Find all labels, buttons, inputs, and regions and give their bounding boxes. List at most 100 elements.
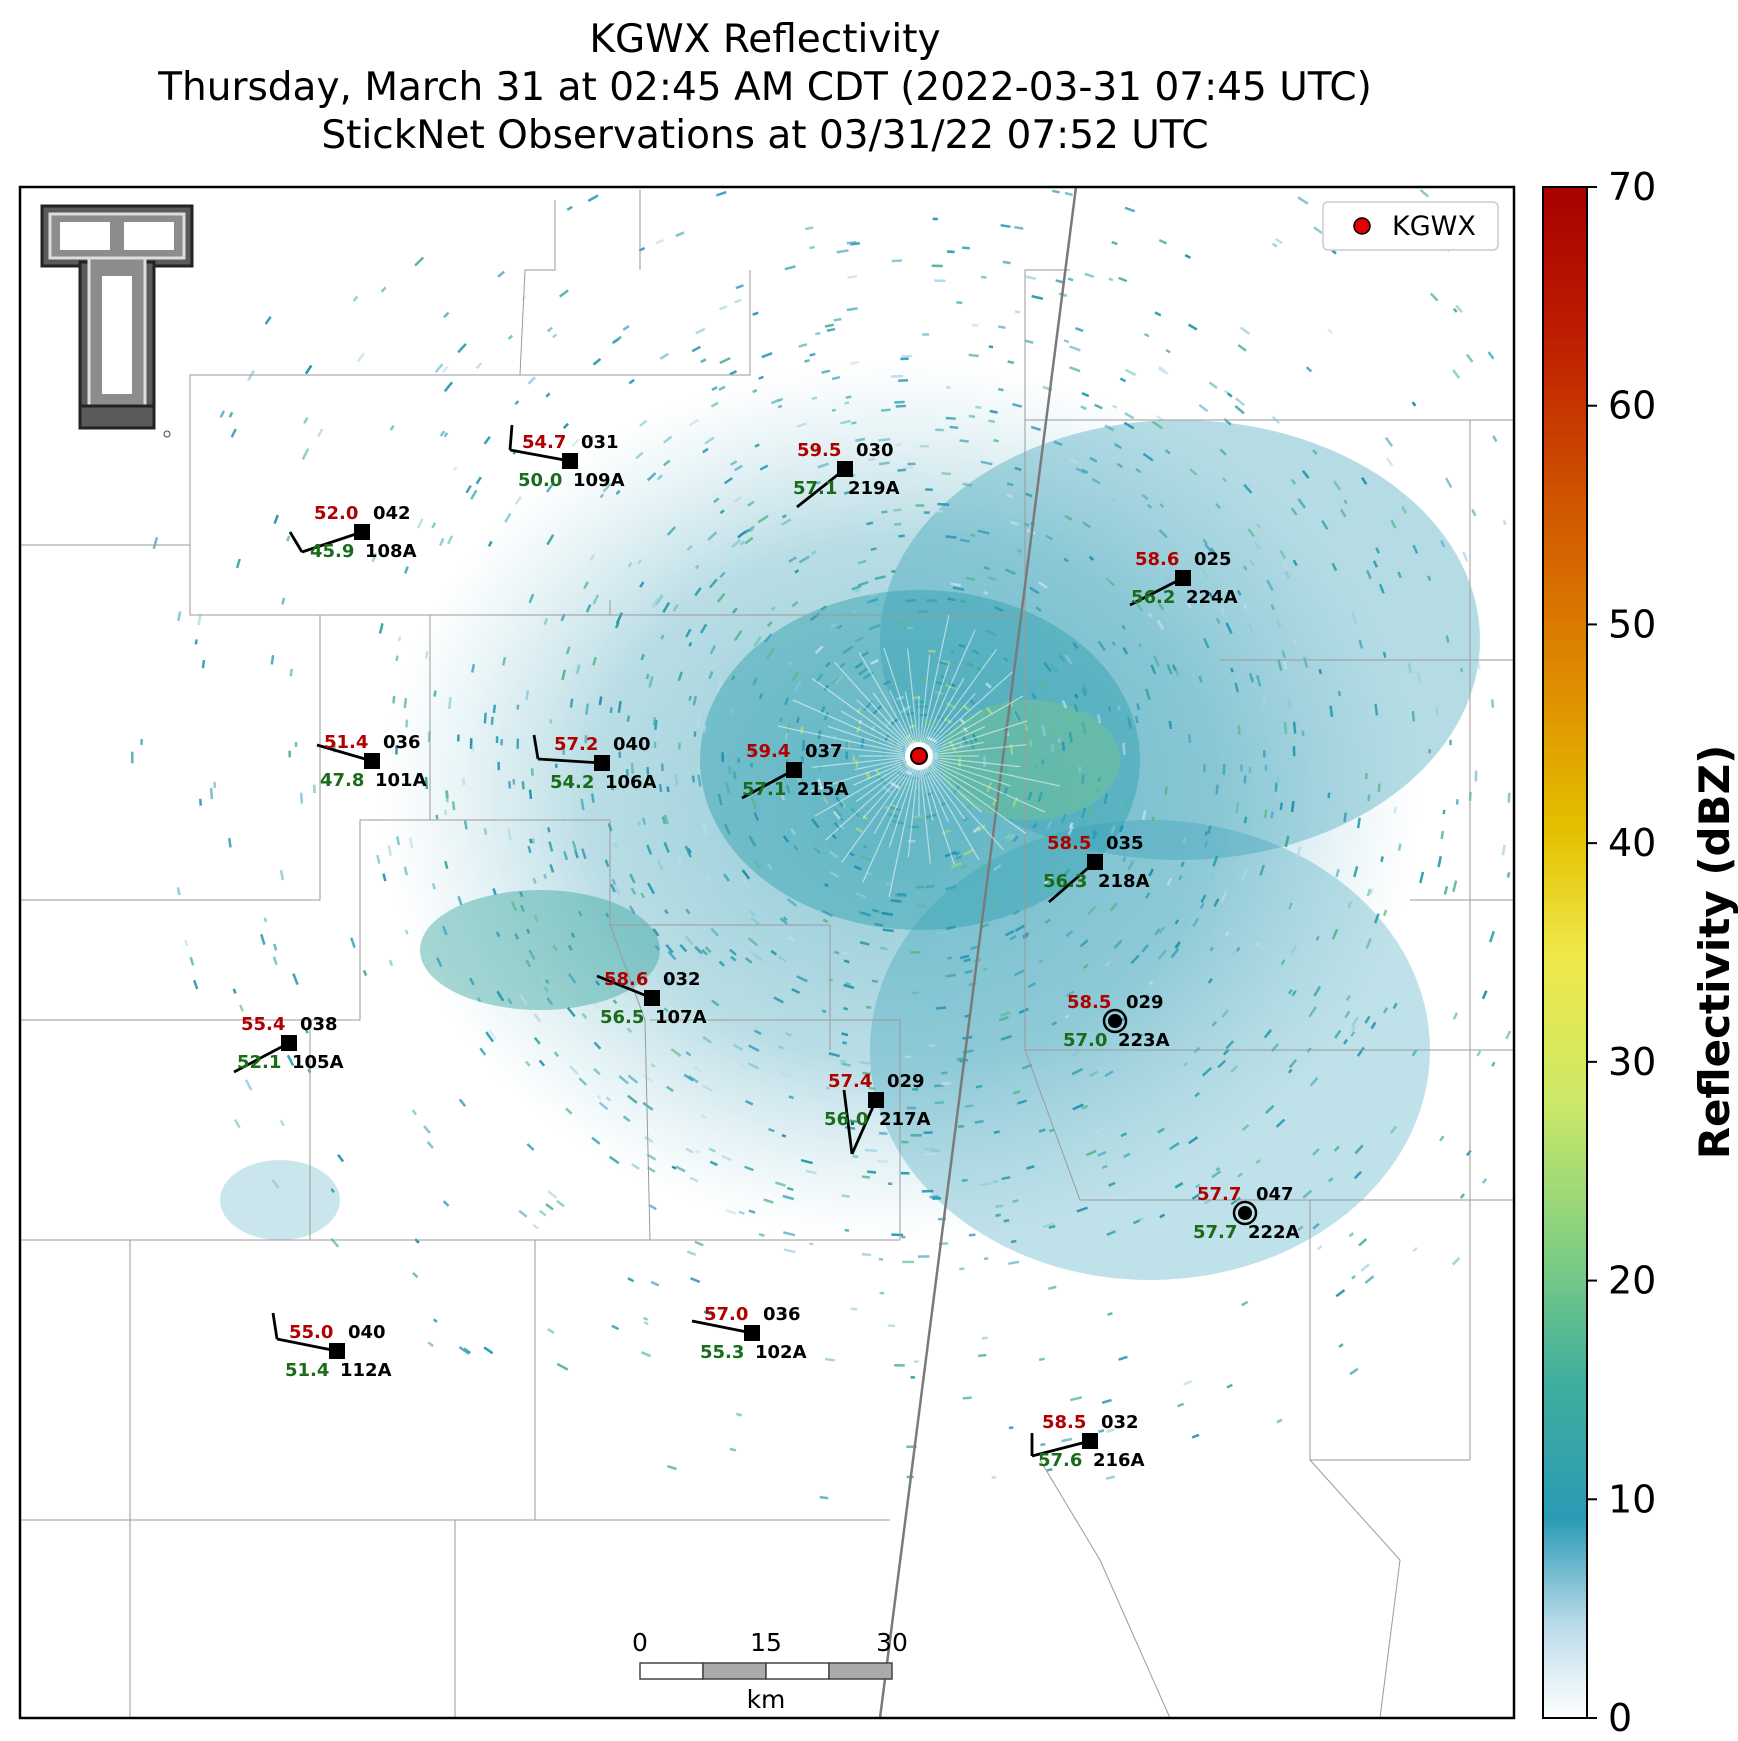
station-temperature: 57.7 bbox=[1197, 1184, 1241, 1205]
station-id: 105A bbox=[292, 1052, 344, 1073]
scale-bar: 0 15 30 km bbox=[632, 1628, 908, 1714]
wind-barb-flag bbox=[532, 734, 540, 760]
station-marker bbox=[364, 753, 380, 769]
station-dewpoint: 56.0 bbox=[824, 1109, 868, 1130]
station-marker bbox=[786, 762, 802, 778]
station-temperature: 51.4 bbox=[324, 732, 368, 753]
station-pressure: 037 bbox=[805, 741, 843, 762]
title-line-2: Thursday, March 31 at 02:45 AM CDT (2022… bbox=[158, 65, 1372, 110]
station-marker bbox=[562, 453, 578, 469]
station-temperature: 52.0 bbox=[314, 503, 358, 524]
station-pressure: 040 bbox=[348, 1322, 386, 1343]
station-temperature: 58.5 bbox=[1047, 833, 1091, 854]
station-marker bbox=[744, 1325, 760, 1341]
station-id: 216A bbox=[1093, 1450, 1145, 1471]
colorbar: 0 10 20 30 40 50 60 70 Reflectivity (dBZ) bbox=[1542, 165, 1738, 1740]
station-pressure: 038 bbox=[300, 1014, 338, 1035]
station-plot: 58.6 025 56.2 224A bbox=[1129, 549, 1238, 608]
station-marker bbox=[1087, 854, 1103, 870]
station-marker bbox=[594, 755, 610, 771]
station-marker bbox=[329, 1343, 345, 1359]
station-temperature: 57.2 bbox=[554, 734, 598, 755]
legend-marker-icon bbox=[1353, 217, 1371, 235]
colorbar-label: Reflectivity (dBZ) bbox=[1690, 745, 1738, 1160]
station-id: 107A bbox=[655, 1007, 707, 1028]
station-plot: 54.7 031 50.0 109A bbox=[508, 424, 625, 491]
colorbar-tick-label: 20 bbox=[1608, 1259, 1656, 1303]
station-plot: 57.0 036 55.3 102A bbox=[691, 1304, 807, 1363]
station-pressure: 042 bbox=[373, 503, 411, 524]
station-dewpoint: 56.3 bbox=[1043, 871, 1087, 892]
station-dewpoint: 57.0 bbox=[1063, 1030, 1107, 1051]
station-id: 222A bbox=[1248, 1222, 1300, 1243]
station-plot: 59.4 037 57.1 215A bbox=[741, 741, 849, 800]
station-plot: 59.5 030 57.1 219A bbox=[793, 440, 900, 509]
station-marker bbox=[1082, 1433, 1098, 1449]
wind-barb-shaft bbox=[596, 974, 653, 1000]
texas-tech-logo bbox=[40, 204, 194, 438]
station-marker bbox=[644, 990, 660, 1006]
station-marker bbox=[837, 461, 853, 477]
station-temperature: 59.5 bbox=[797, 440, 841, 461]
state-border-line bbox=[878, 187, 1078, 1718]
wind-barb-shaft bbox=[691, 1319, 753, 1335]
station-plot: 58.5 035 56.3 218A bbox=[1043, 833, 1150, 904]
station-id: 102A bbox=[755, 1342, 807, 1363]
station-dewpoint: 45.9 bbox=[310, 541, 354, 562]
station-id: 109A bbox=[573, 470, 625, 491]
station-dewpoint: 56.5 bbox=[600, 1007, 644, 1028]
station-pressure: 025 bbox=[1194, 549, 1232, 570]
station-plot: 57.2 040 54.2 106A bbox=[532, 734, 657, 793]
station-pressure: 029 bbox=[1126, 992, 1164, 1013]
station-dewpoint: 57.1 bbox=[742, 779, 786, 800]
station-marker bbox=[1108, 1014, 1122, 1028]
station-marker bbox=[1175, 570, 1191, 586]
station-plot: 58.5 032 57.6 216A bbox=[1030, 1412, 1145, 1471]
colorbar-tick-label: 10 bbox=[1608, 1477, 1656, 1521]
station-pressure: 047 bbox=[1256, 1184, 1294, 1205]
wind-barb-flag bbox=[508, 424, 514, 451]
station-plot: 57.4 029 56.0 217A bbox=[824, 1071, 931, 1155]
station-dewpoint: 55.3 bbox=[700, 1342, 744, 1363]
colorbar-tick-label: 30 bbox=[1608, 1040, 1656, 1084]
station-dewpoint: 51.4 bbox=[285, 1360, 329, 1381]
station-id: 224A bbox=[1186, 587, 1238, 608]
county-boundaries bbox=[20, 190, 1514, 1718]
station-plot: 55.0 040 51.4 112A bbox=[271, 1312, 392, 1381]
station-pressure: 030 bbox=[856, 440, 894, 461]
title-line-1: KGWX Reflectivity bbox=[589, 17, 941, 62]
station-dewpoint: 54.2 bbox=[550, 772, 594, 793]
scale-tick-30: 30 bbox=[876, 1628, 908, 1657]
station-id: 218A bbox=[1098, 871, 1150, 892]
station-pressure: 040 bbox=[613, 734, 651, 755]
scale-tick-0: 0 bbox=[632, 1628, 648, 1657]
station-plot: 58.6 032 56.5 107A bbox=[596, 969, 707, 1028]
colorbar-tick-label: 40 bbox=[1608, 821, 1656, 865]
station-pressure: 031 bbox=[581, 432, 619, 453]
wind-barb-shaft bbox=[537, 757, 603, 765]
station-dewpoint: 57.7 bbox=[1193, 1222, 1237, 1243]
station-pressure: 032 bbox=[1101, 1412, 1139, 1433]
radar-site-marker bbox=[905, 742, 933, 770]
scale-tick-15: 15 bbox=[750, 1628, 782, 1657]
colorbar-tick-label: 70 bbox=[1608, 165, 1656, 209]
station-plot: 57.7 047 57.7 222A bbox=[1193, 1184, 1300, 1243]
station-id: 108A bbox=[365, 541, 417, 562]
station-temperature: 58.5 bbox=[1067, 992, 1111, 1013]
station-marker bbox=[1238, 1206, 1252, 1220]
wind-barb-flag bbox=[271, 1312, 279, 1340]
scale-unit: km bbox=[747, 1685, 786, 1714]
station-pressure: 036 bbox=[383, 732, 421, 753]
station-temperature: 59.4 bbox=[746, 741, 790, 762]
station-id: 106A bbox=[605, 772, 657, 793]
wind-barb-shaft bbox=[509, 448, 571, 463]
sticknet-stations: 54.7 031 50.0 109A 59.5 030 57.1 219A 52.0 042 45.… bbox=[233, 424, 1300, 1471]
station-id: 215A bbox=[797, 779, 849, 800]
station-dewpoint: 56.2 bbox=[1131, 587, 1175, 608]
station-temperature: 57.4 bbox=[828, 1071, 872, 1092]
station-dewpoint: 57.1 bbox=[793, 478, 837, 499]
wind-barb-shaft bbox=[1031, 1439, 1091, 1458]
station-id: 101A bbox=[375, 770, 427, 791]
station-marker bbox=[281, 1035, 297, 1051]
